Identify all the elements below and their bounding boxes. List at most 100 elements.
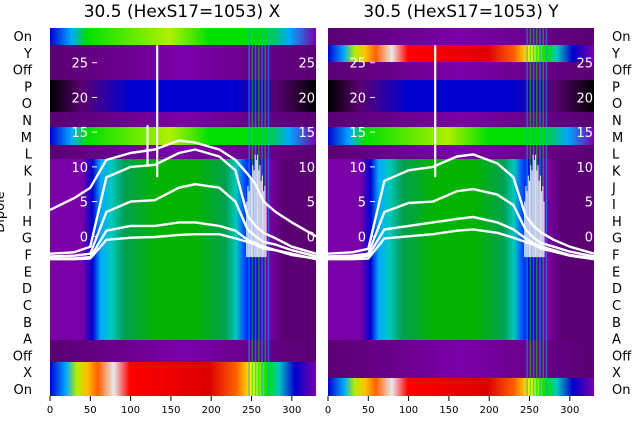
x-tick-label: 100: [399, 405, 418, 416]
trace-line: [327, 187, 595, 258]
row-label-left: H: [22, 215, 32, 230]
inner-y-tick-label-right: 5: [307, 196, 315, 211]
inner-y-tick-label-right: 0: [585, 230, 593, 245]
row-label-left: On: [14, 383, 32, 398]
row-label-left: O: [22, 97, 32, 112]
inner-y-tick-label: 25: [349, 57, 366, 72]
row-label-left: J: [27, 181, 32, 196]
row-label-right: Off: [612, 64, 632, 79]
inner-y-tick-label-right: 25: [298, 57, 315, 72]
inner-y-tick-label-right: 20: [576, 91, 593, 106]
row-label-right: Off: [612, 349, 632, 364]
row-label-right: B: [612, 316, 621, 331]
trace-line: [327, 215, 595, 260]
heatmap-band: [50, 62, 316, 80]
heatmap-band: [328, 28, 594, 45]
row-label-right: N: [612, 114, 622, 129]
row-label-right: On: [612, 383, 630, 398]
heatmap-band: [50, 96, 316, 112]
row-label-left: B: [23, 316, 32, 331]
x-tick-label: 100: [121, 405, 140, 416]
row-label-left: L: [25, 148, 33, 163]
heatmap-band: [328, 127, 594, 145]
heatmap-band: [50, 340, 316, 362]
x-tick-label: 300: [282, 405, 301, 416]
heatmap-band: [50, 80, 316, 96]
inner-y-tick-label-right: 15: [576, 126, 593, 141]
x-tick-label: 150: [439, 405, 458, 416]
heatmap-band: [50, 45, 316, 62]
x-tick-label: 200: [480, 405, 499, 416]
row-label-right: C: [612, 299, 621, 314]
inner-y-tick-label-right: 10: [576, 161, 593, 176]
row-label-left: D: [22, 282, 32, 297]
row-label-left: Off: [13, 64, 33, 79]
row-label-right: H: [612, 215, 622, 230]
inner-y-tick-label: 15: [71, 126, 88, 141]
row-label-right: Y: [611, 47, 620, 62]
y-axis-label: Dipole: [0, 191, 8, 232]
inner-y-tick-label: 15: [349, 126, 366, 141]
heatmap-streak: [267, 28, 270, 396]
row-label-left: C: [23, 299, 32, 314]
inner-y-tick-label: 25: [71, 57, 88, 72]
row-label-left: M: [21, 131, 32, 146]
chart-2-title: 30.5 (HexS17=1053) Y: [363, 2, 559, 22]
inner-y-tick-label: 10: [349, 161, 366, 176]
heatmap-band: [328, 112, 594, 127]
chart-1-title: 30.5 (HexS17=1053) X: [84, 2, 281, 22]
heatmap-band: [50, 362, 316, 396]
inner-y-tick-label: 20: [349, 91, 366, 106]
inner-y-tick-label: 0: [80, 230, 88, 245]
heatmap-band: [50, 127, 316, 145]
row-label-right: G: [612, 232, 622, 247]
row-label-left: F: [25, 249, 32, 264]
heatmap-band: [328, 45, 594, 62]
heatmap-band: [328, 62, 594, 80]
row-label-left: P: [24, 80, 32, 95]
row-label-right: P: [612, 80, 620, 95]
row-label-right: D: [612, 282, 622, 297]
row-label-left: I: [28, 198, 32, 213]
x-tick-label: 300: [560, 405, 579, 416]
row-label-right: J: [611, 181, 616, 196]
heatmap-band: [50, 28, 316, 45]
inner-y-tick-label-right: 10: [298, 161, 315, 176]
row-label-right: I: [612, 198, 616, 213]
row-label-right: F: [612, 249, 619, 264]
inner-y-tick-label-right: 0: [307, 230, 315, 245]
row-label-right: X: [612, 366, 621, 381]
inner-y-tick-label-right: 5: [585, 196, 593, 211]
inner-y-tick-label-right: 20: [298, 91, 315, 106]
heatmap-band: [328, 340, 594, 362]
x-tick-label: 0: [47, 405, 53, 416]
inner-y-tick-label: 0: [358, 230, 366, 245]
trace-line: [327, 153, 595, 255]
heatmap-band: [328, 96, 594, 112]
trace-line: [49, 183, 317, 258]
x-tick-label: 250: [242, 405, 261, 416]
x-tick-label: 250: [520, 405, 539, 416]
row-label-left: Y: [23, 47, 32, 62]
x-tick-label: 0: [325, 405, 331, 416]
row-label-left: N: [22, 114, 32, 129]
trace-line: [328, 228, 595, 261]
x-tick-label: 150: [161, 405, 180, 416]
trace-line: [49, 139, 317, 238]
row-label-right: On: [612, 30, 630, 45]
trace-line: [49, 148, 317, 255]
row-label-right: M: [612, 131, 623, 146]
row-label-left: K: [23, 164, 32, 179]
heatmap-band: [328, 378, 594, 396]
row-label-left: Off: [13, 349, 33, 364]
row-label-left: G: [22, 232, 32, 247]
row-label-left: A: [23, 333, 32, 348]
heatmap-band: [328, 80, 594, 96]
inner-y-tick-label: 5: [80, 196, 88, 211]
x-tick-label: 50: [362, 405, 375, 416]
